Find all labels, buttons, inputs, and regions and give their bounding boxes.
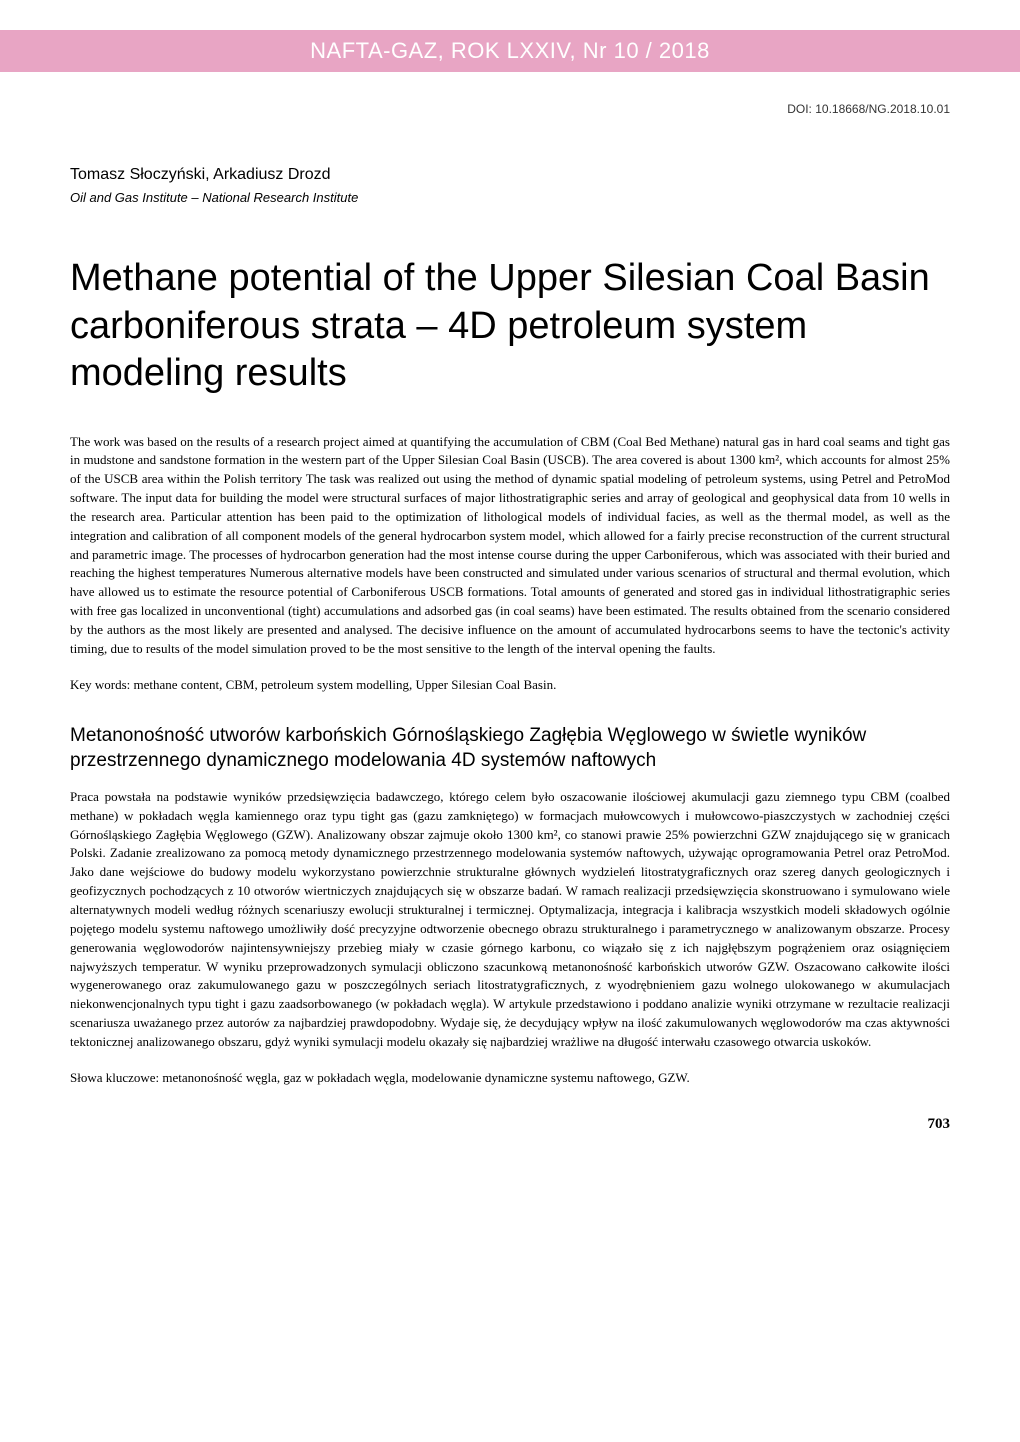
affiliation: Oil and Gas Institute – National Researc… — [70, 190, 950, 205]
abstract-english: The work was based on the results of a r… — [70, 433, 950, 659]
authors: Tomasz Słoczyński, Arkadiusz Drozd — [70, 166, 950, 184]
abstract-polish: Praca powstała na podstawie wyników prze… — [70, 788, 950, 1052]
page-number: 703 — [70, 1116, 950, 1133]
journal-header-band: NAFTA-GAZ, ROK LXXIV, Nr 10 / 2018 — [0, 30, 1020, 72]
article-title: Methane potential of the Upper Silesian … — [70, 255, 950, 398]
keywords-polish: Słowa kluczowe: metanonośność węgla, gaz… — [70, 1070, 950, 1086]
doi-label: DOI: 10.18668/NG.2018.10.01 — [70, 102, 950, 116]
issue-info: , ROK LXXIV, Nr 10 / 2018 — [438, 38, 710, 63]
journal-name: NAFTA-GAZ — [310, 38, 438, 63]
subtitle-polish: Metanonośność utworów karbońskich Górnoś… — [70, 723, 950, 774]
keywords-english: Key words: methane content, CBM, petrole… — [70, 677, 950, 693]
